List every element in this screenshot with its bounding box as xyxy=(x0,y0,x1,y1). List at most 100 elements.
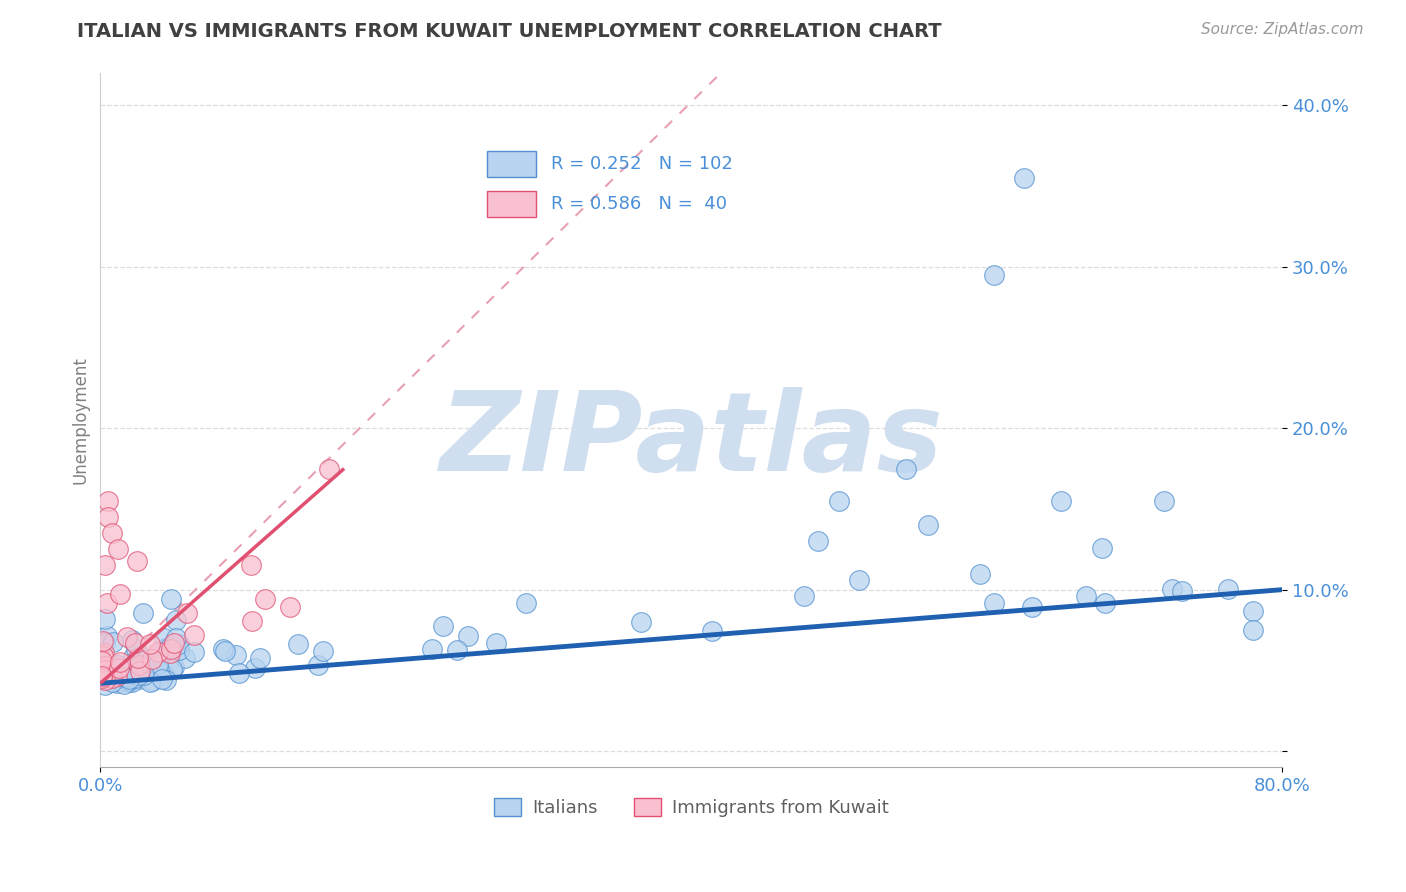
Point xyxy=(1021,599,1043,614)
Point xyxy=(103,669,125,683)
Point xyxy=(793,589,815,603)
Point xyxy=(163,636,186,650)
Point xyxy=(118,675,141,690)
Point xyxy=(917,518,939,533)
Point xyxy=(91,649,114,664)
Point xyxy=(101,635,124,649)
Point xyxy=(132,668,155,682)
Point xyxy=(156,640,179,654)
Point xyxy=(134,658,156,673)
Point xyxy=(112,670,135,684)
Point xyxy=(128,672,150,686)
Point xyxy=(146,657,169,672)
Point xyxy=(1241,623,1264,637)
Point xyxy=(1171,583,1194,598)
Point xyxy=(457,629,479,643)
Point xyxy=(148,663,170,677)
Point xyxy=(138,637,160,651)
Point xyxy=(101,671,124,685)
Point xyxy=(105,669,128,683)
Point xyxy=(125,641,148,656)
Point xyxy=(97,493,120,508)
Point xyxy=(183,645,205,659)
Point xyxy=(90,669,112,683)
Point xyxy=(131,606,153,620)
Point xyxy=(121,674,143,689)
Point xyxy=(111,664,134,678)
Point xyxy=(983,596,1005,610)
Point xyxy=(239,558,262,572)
Text: Source: ZipAtlas.com: Source: ZipAtlas.com xyxy=(1201,22,1364,37)
Point xyxy=(105,676,128,690)
Point xyxy=(159,640,181,654)
Point xyxy=(107,542,129,557)
Legend: Italians, Immigrants from Kuwait: Italians, Immigrants from Kuwait xyxy=(486,790,896,824)
Point xyxy=(159,592,181,607)
Point xyxy=(159,646,181,660)
Text: ITALIAN VS IMMIGRANTS FROM KUWAIT UNEMPLOYMENT CORRELATION CHART: ITALIAN VS IMMIGRANTS FROM KUWAIT UNEMPL… xyxy=(77,22,942,41)
Point xyxy=(214,644,236,658)
Point xyxy=(94,659,117,673)
Point xyxy=(446,643,468,657)
Point xyxy=(1094,596,1116,610)
Point xyxy=(97,662,120,676)
Point xyxy=(118,672,141,686)
Point xyxy=(894,461,917,475)
Point xyxy=(108,655,131,669)
Point xyxy=(139,674,162,689)
Point xyxy=(107,666,129,681)
Point xyxy=(107,658,129,673)
Point xyxy=(249,651,271,665)
Point xyxy=(150,672,173,686)
Point xyxy=(307,657,329,672)
Point xyxy=(152,631,174,645)
Point xyxy=(1049,493,1071,508)
Point xyxy=(969,566,991,581)
Point xyxy=(129,664,152,678)
Point xyxy=(312,643,335,657)
Point xyxy=(96,596,118,610)
Point xyxy=(146,645,169,659)
Point xyxy=(141,674,163,689)
Point xyxy=(128,667,150,681)
Point xyxy=(108,661,131,675)
Point xyxy=(94,660,117,674)
Point xyxy=(91,634,114,648)
Point xyxy=(287,637,309,651)
Point xyxy=(90,671,112,685)
Point xyxy=(129,660,152,674)
Point xyxy=(93,663,115,677)
Point xyxy=(155,673,177,687)
Point xyxy=(278,599,301,614)
Point xyxy=(515,596,537,610)
Point xyxy=(167,643,190,657)
Point xyxy=(121,633,143,648)
Point xyxy=(111,669,134,683)
Point xyxy=(124,671,146,685)
Point xyxy=(94,558,117,573)
Point xyxy=(117,674,139,689)
Point xyxy=(128,658,150,673)
Point xyxy=(141,652,163,666)
Point xyxy=(153,667,176,681)
Point xyxy=(165,631,187,645)
Point xyxy=(702,624,724,639)
Point xyxy=(127,650,149,665)
Point xyxy=(983,268,1005,282)
Point xyxy=(167,637,190,651)
Point xyxy=(94,636,117,650)
Point xyxy=(848,573,870,587)
Point xyxy=(485,636,508,650)
Point xyxy=(165,613,187,627)
Point xyxy=(93,646,115,660)
Point xyxy=(94,673,117,687)
Point xyxy=(145,648,167,662)
Point xyxy=(100,672,122,686)
Point xyxy=(124,636,146,650)
Point xyxy=(91,662,114,676)
Point xyxy=(630,615,652,629)
Point xyxy=(117,674,139,689)
Point xyxy=(101,675,124,690)
Point xyxy=(1012,170,1035,185)
Point xyxy=(121,659,143,673)
